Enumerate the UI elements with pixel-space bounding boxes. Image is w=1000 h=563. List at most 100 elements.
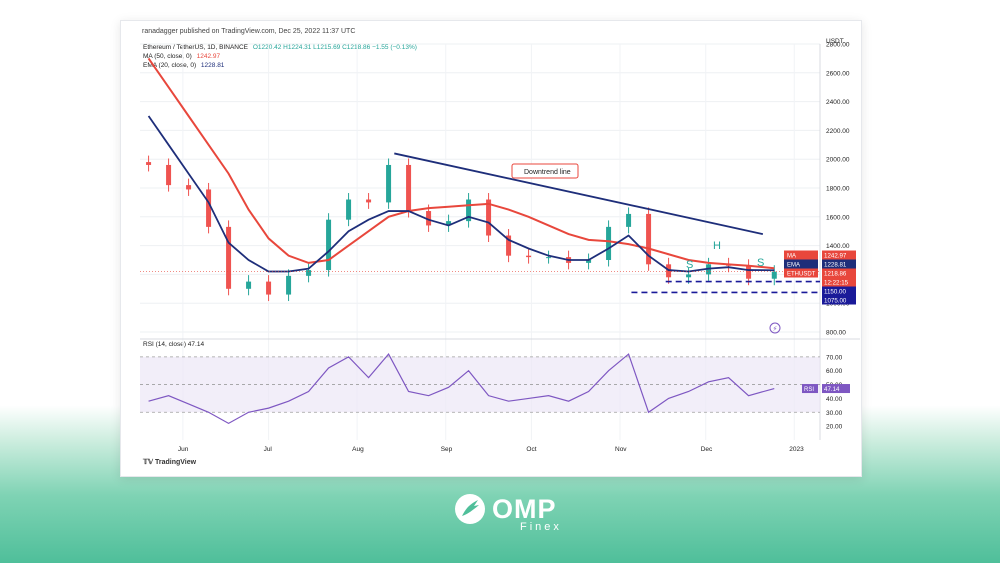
price-tick-label: 2800.00 bbox=[826, 42, 850, 49]
rsi-tick-label: 70.00 bbox=[826, 354, 843, 361]
price-tag-label-bg bbox=[784, 259, 818, 269]
price-candle bbox=[426, 211, 432, 226]
price-candle bbox=[446, 221, 452, 226]
publisher-note: ranadagger published on TradingView.com,… bbox=[142, 28, 356, 35]
rsi-tick-label: 40.00 bbox=[826, 396, 843, 403]
rsi-tag-label: RSI bbox=[804, 387, 814, 393]
price-candle bbox=[166, 164, 172, 186]
price-tick-label: 1600.00 bbox=[826, 214, 850, 221]
price-candle bbox=[486, 199, 492, 236]
price-candle bbox=[306, 270, 312, 276]
price-candle bbox=[286, 275, 292, 295]
price-candle bbox=[546, 257, 552, 259]
price-candle bbox=[606, 226, 612, 260]
price-candle bbox=[506, 235, 512, 256]
price-tag-value: 12:22:15 bbox=[824, 279, 849, 286]
currency-label: USDT bbox=[826, 38, 844, 45]
price-candle bbox=[326, 219, 332, 271]
ema-legend-label: EMA (20, close, 0) bbox=[143, 62, 197, 69]
ema-legend[interactable]: EMA (20, close, 0) 1228.81 bbox=[143, 62, 224, 69]
downtrend-line bbox=[394, 152, 764, 235]
rsi-tag-value: 47.14 bbox=[824, 386, 840, 393]
rsi-tick-label: 20.00 bbox=[826, 424, 843, 431]
price-tick-label: 2000.00 bbox=[826, 157, 850, 164]
time-tick-label: Oct bbox=[526, 446, 536, 453]
symbol-name: Ethereum / TetherUS, 1D, BINANCE bbox=[143, 44, 249, 51]
price-tick-label: 800.00 bbox=[826, 330, 846, 337]
rsi-tick-label: 30.00 bbox=[826, 410, 843, 417]
right-shoulder-label: S bbox=[757, 257, 764, 269]
price-candle bbox=[246, 281, 252, 289]
time-tick-label: Aug bbox=[352, 446, 364, 453]
lightning-icon-glyph: ⚡ bbox=[773, 325, 778, 333]
price-candle bbox=[346, 199, 352, 220]
price-tag-label-bg bbox=[784, 250, 818, 260]
ma-legend-value: 1242.97 bbox=[196, 53, 221, 60]
downtrend-callout-text: Downtrend line bbox=[524, 169, 571, 176]
price-candle bbox=[206, 189, 212, 227]
price-candle bbox=[526, 255, 532, 258]
price-candle bbox=[586, 260, 592, 263]
ma-legend[interactable]: MA (50, close, 0) 1242.97 bbox=[143, 53, 220, 60]
price-tag-bg bbox=[822, 277, 856, 287]
left-shoulder-label: S bbox=[686, 259, 693, 271]
tradingview-logo-text: TradingView bbox=[154, 459, 197, 466]
brand-name: OMP bbox=[492, 494, 557, 524]
price-tag-bg bbox=[822, 268, 856, 278]
price-tag-value: 1218.86 bbox=[824, 270, 847, 277]
ema-legend-value: 1228.81 bbox=[200, 62, 225, 69]
price-candle bbox=[366, 199, 372, 203]
symbol-legend[interactable]: Ethereum / TetherUS, 1D, BINANCE O1220.4… bbox=[143, 44, 417, 51]
price-tag-bg bbox=[822, 259, 856, 269]
rsi-tick-label: 60.00 bbox=[826, 368, 843, 375]
time-tick-label: Jul bbox=[264, 446, 273, 453]
price-tag-value: 1075.00 bbox=[824, 297, 847, 304]
price-candle bbox=[626, 213, 632, 227]
omp-logo-icon bbox=[455, 494, 485, 524]
price-candle bbox=[771, 271, 777, 279]
ohlc-values: O1220.42 H1224.31 L1215.69 C1218.86 −1.5… bbox=[252, 44, 417, 51]
price-candle bbox=[686, 274, 692, 278]
price-tag-label: MA bbox=[787, 253, 796, 259]
time-tick-label: Jun bbox=[178, 446, 189, 453]
price-tag-bg bbox=[822, 250, 856, 260]
price-candle bbox=[386, 164, 392, 203]
price-tick-label: 1800.00 bbox=[826, 186, 850, 193]
price-tag-label-bg bbox=[784, 268, 818, 278]
price-candle bbox=[646, 213, 652, 265]
price-tag-value: 1242.97 bbox=[824, 252, 847, 259]
price-tag-value: 1228.81 bbox=[824, 261, 847, 268]
price-tag-bg bbox=[822, 286, 856, 296]
rsi-line bbox=[148, 353, 775, 425]
price-candle bbox=[406, 164, 412, 212]
time-tick-label: Sep bbox=[441, 446, 453, 453]
price-tag-label: ETHUSDT bbox=[787, 271, 816, 277]
brand-subtitle: Finex bbox=[520, 521, 562, 533]
price-tag-label: EMA bbox=[787, 262, 800, 268]
time-tick-label: Dec bbox=[701, 446, 713, 453]
price-tick-label: 2400.00 bbox=[826, 99, 850, 106]
time-tick-label: Nov bbox=[615, 446, 627, 453]
lightning-icon bbox=[769, 322, 781, 334]
tradingview-logo: 𝕋𝕍 TradingView bbox=[143, 458, 196, 466]
price-tick-label: 2600.00 bbox=[826, 70, 850, 77]
tradingview-logo-icon: 𝕋𝕍 bbox=[143, 459, 155, 466]
price-tick-label: 1400.00 bbox=[826, 243, 850, 250]
rsi-tag-bg bbox=[822, 384, 850, 394]
price-candle bbox=[466, 199, 472, 222]
ma-line bbox=[147, 57, 775, 270]
price-tag-value: 1150.00 bbox=[824, 288, 846, 295]
ma-legend-label: MA (50, close, 0) bbox=[143, 53, 192, 60]
downtrend-callout-box bbox=[511, 163, 579, 179]
head-label: H bbox=[713, 240, 721, 252]
price-tick-label: 2200.00 bbox=[826, 128, 850, 135]
ema-line bbox=[147, 115, 775, 273]
price-candle bbox=[186, 185, 192, 190]
price-candle bbox=[266, 281, 272, 295]
price-candle bbox=[226, 226, 232, 289]
rsi-tag-label-bg bbox=[802, 384, 818, 394]
price-tag-bg bbox=[822, 295, 856, 305]
price-candle bbox=[746, 265, 752, 279]
rsi-legend[interactable]: RSI (14, close) 47.14 bbox=[143, 341, 205, 348]
